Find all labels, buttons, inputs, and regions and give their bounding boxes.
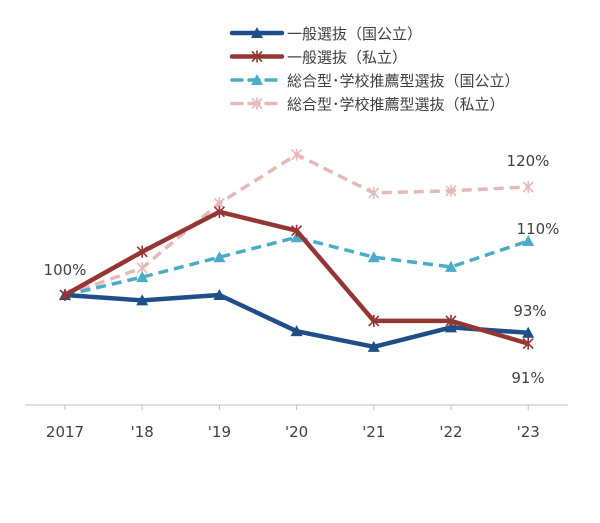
triangle-marker: [136, 294, 149, 306]
legend-label: 一般選抜（私立）: [287, 49, 407, 67]
asterisk-marker: [291, 148, 303, 161]
x-tick-label: '23: [517, 423, 540, 441]
x-tick-label: '18: [131, 423, 154, 441]
x-tick-label: 2017: [46, 423, 84, 441]
asterisk-marker: [291, 224, 303, 237]
triangle-marker: [290, 325, 303, 337]
legend-item: 一般選抜（私立）: [229, 49, 407, 67]
triangle-marker: [213, 251, 226, 263]
x-tick-label: '22: [439, 423, 462, 441]
legend-label: 一般選抜（国公立）: [287, 25, 422, 43]
asterisk-marker: [213, 205, 225, 218]
triangle-marker: [367, 251, 380, 263]
asterisk-marker: [59, 289, 71, 301]
data-label: 91%: [511, 369, 544, 387]
asterisk-marker: [445, 314, 457, 327]
asterisk-marker: [368, 186, 380, 199]
series-1: [59, 205, 534, 350]
series-2: [59, 231, 535, 300]
data-label: 93%: [513, 302, 546, 320]
x-tick-label: '21: [362, 423, 385, 441]
x-tick-label: '20: [285, 423, 308, 441]
triangle-marker: [522, 326, 535, 338]
series-line: [64, 235, 529, 297]
asterisk-marker: [522, 337, 534, 350]
data-label: 120%: [507, 152, 550, 170]
data-label: 110%: [517, 220, 560, 238]
triangle-marker: [251, 74, 263, 85]
legend-label: 総合型･学校推薦型選抜（私立）: [287, 96, 505, 114]
triangle-marker: [136, 271, 149, 283]
asterisk-marker: [522, 181, 534, 193]
legend-label: 総合型･学校推薦型選抜（国公立）: [287, 72, 520, 90]
x-tick-label: '19: [208, 423, 231, 441]
asterisk-marker: [445, 184, 457, 197]
legend-item: 一般選抜（国公立）: [229, 25, 422, 43]
triangle-marker: [445, 260, 457, 272]
asterisk-marker: [251, 50, 263, 63]
triangle-marker: [367, 340, 380, 352]
asterisk-marker: [251, 97, 263, 110]
legend-item: 総合型･学校推薦型選抜（私立）: [230, 96, 505, 114]
triangle-marker: [522, 235, 535, 246]
triangle-marker: [213, 289, 226, 300]
asterisk-marker: [368, 314, 380, 327]
asterisk-marker: [136, 245, 148, 258]
triangle-marker: [251, 27, 263, 38]
legend-item: 総合型･学校推薦型選抜（国公立）: [230, 72, 520, 90]
data-label: 100%: [44, 261, 87, 279]
series-0: [59, 289, 535, 352]
